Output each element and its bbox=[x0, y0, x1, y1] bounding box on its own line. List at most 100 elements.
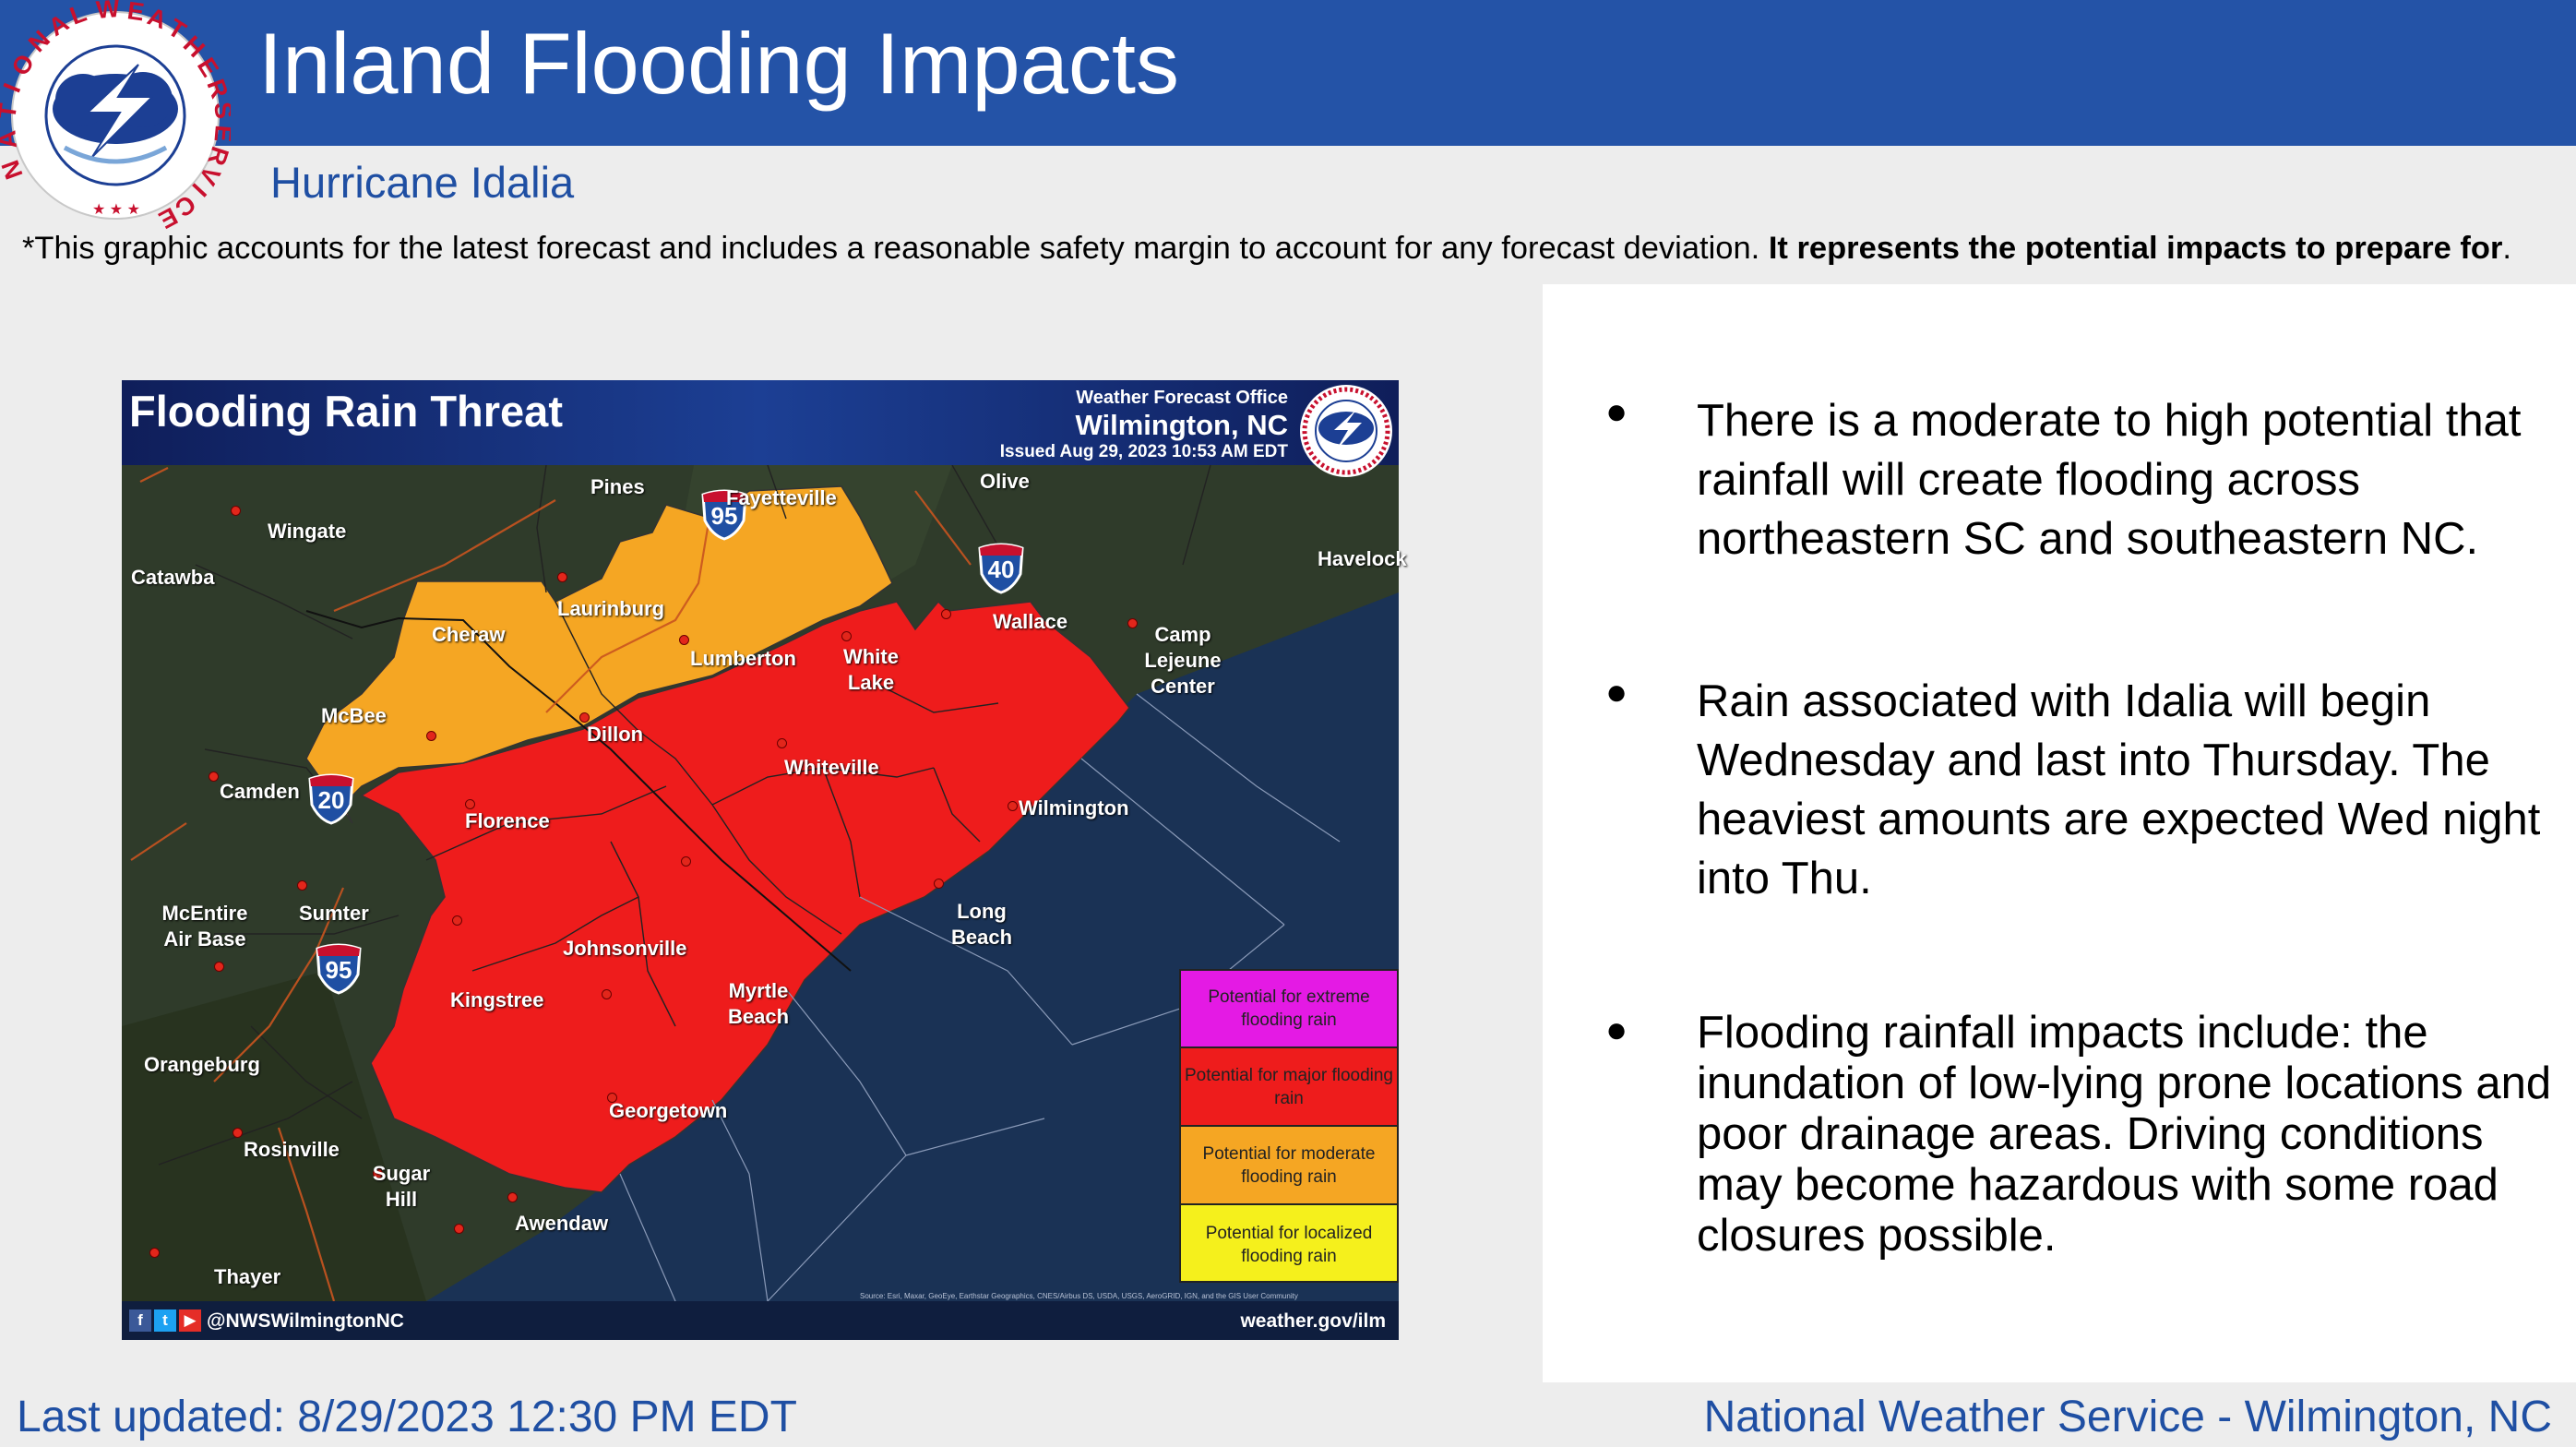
city-cheraw: Cheraw bbox=[432, 623, 506, 646]
city-whiteville: Whiteville bbox=[784, 756, 879, 779]
bullet-1: There is a moderate to high potential th… bbox=[1697, 396, 2522, 564]
city-catawba: Catawba bbox=[131, 566, 215, 589]
city-dot bbox=[452, 915, 462, 926]
city-long-beach: Long Beach bbox=[950, 900, 1013, 949]
disclaimer-text: *This graphic accounts for the latest fo… bbox=[22, 231, 1769, 266]
major-zone bbox=[360, 600, 1130, 1193]
nws-logo: N A T I O N A L W E A T H E R S E R V I … bbox=[0, 0, 231, 231]
svg-text:S: S bbox=[209, 101, 231, 121]
city-wallace: Wallace bbox=[993, 610, 1068, 633]
city-sugar-hill: Sugar Hill bbox=[372, 1162, 431, 1211]
legend-swatch-localized bbox=[1179, 1204, 1399, 1283]
city-orangeburg: Orangeburg bbox=[144, 1053, 260, 1076]
city-dot bbox=[297, 880, 307, 891]
bullet-marker: ● bbox=[1605, 1010, 1628, 1050]
bullet-marker: ● bbox=[1605, 672, 1628, 712]
map-title: Flooding Rain Threat bbox=[129, 387, 563, 436]
city-dot bbox=[231, 506, 241, 516]
office-label: Weather Forecast Office bbox=[1076, 388, 1288, 408]
social-handle[interactable]: @NWSWilmingtonNC bbox=[207, 1310, 404, 1332]
city-wingate: Wingate bbox=[268, 520, 347, 543]
city-lumberton: Lumberton bbox=[690, 647, 796, 670]
facebook-icon[interactable]: f bbox=[129, 1309, 151, 1332]
page-title: Inland Flooding Impacts bbox=[258, 15, 1180, 112]
website-link[interactable]: weather.gov/ilm bbox=[1240, 1310, 1386, 1332]
legend-localized: Potential for localized flooding rain bbox=[1205, 1224, 1373, 1266]
interstate-number: 95 bbox=[325, 956, 352, 984]
interstate-95-shield: 95 bbox=[699, 487, 749, 541]
city-wilmington: Wilmington bbox=[1019, 796, 1129, 819]
city-dot bbox=[465, 799, 475, 809]
city-rosinville: Rosinville bbox=[244, 1138, 340, 1161]
city-kingstree: Kingstree bbox=[450, 988, 544, 1011]
legend-swatch-major bbox=[1179, 1047, 1399, 1126]
last-updated: Last updated: 8/29/2023 12:30 PM EDT bbox=[17, 1393, 797, 1441]
interstate-number: 20 bbox=[317, 786, 345, 814]
city-laurinburg: Laurinburg bbox=[557, 597, 665, 620]
city-dot bbox=[233, 1128, 243, 1138]
map-legend: Potential for extreme flooding rain Pote… bbox=[1179, 969, 1399, 1283]
office-footer: National Weather Service - Wilmington, N… bbox=[1703, 1393, 2552, 1441]
city-dot bbox=[507, 1192, 518, 1202]
disclaimer-end: . bbox=[2502, 231, 2511, 266]
svg-text:★ ★ ★: ★ ★ ★ bbox=[92, 202, 140, 218]
city-florence: Florence bbox=[465, 809, 550, 832]
svg-text:T: T bbox=[0, 102, 22, 121]
info-panel bbox=[1543, 284, 2576, 1382]
city-dot bbox=[1127, 618, 1138, 628]
disclaimer: *This graphic accounts for the latest fo… bbox=[22, 231, 2511, 267]
city-white-lake: White Lake bbox=[843, 645, 899, 694]
bullet-marker: ● bbox=[1605, 391, 1628, 432]
youtube-icon[interactable]: ▶ bbox=[179, 1309, 201, 1332]
twitter-icon[interactable]: t bbox=[154, 1309, 176, 1332]
city-fayetteville: Fayetteville bbox=[726, 486, 837, 509]
city-dot bbox=[602, 989, 612, 999]
city-myrtle-beach: Myrtle Beach bbox=[727, 979, 790, 1028]
map-title-bar bbox=[122, 380, 1399, 465]
city-dot bbox=[841, 631, 852, 641]
city-camden: Camden bbox=[220, 780, 300, 803]
county-lines bbox=[158, 464, 1211, 1166]
city-dot bbox=[454, 1224, 464, 1234]
city-dot bbox=[426, 731, 436, 741]
svg-text:E: E bbox=[125, 0, 146, 26]
city-dot bbox=[1008, 801, 1018, 811]
city-mcbee: McBee bbox=[321, 704, 387, 727]
map-footer: f t ▶ @NWSWilmingtonNC weather.gov/ilm bbox=[122, 1301, 1399, 1340]
disclaimer-bold: It represents the potential impacts to p… bbox=[1768, 231, 2503, 266]
legend-swatch-extreme bbox=[1179, 969, 1399, 1047]
city-camp-lejeune: Camp Lejeune Center bbox=[1144, 623, 1222, 698]
city-mcentire: McEntire Air Base bbox=[161, 902, 248, 951]
svg-text:W: W bbox=[95, 0, 122, 24]
interstate-number: 95 bbox=[710, 502, 738, 530]
legend-major: Potential for major flooding rain bbox=[1181, 1049, 1397, 1127]
city-dot bbox=[777, 738, 787, 748]
bullet-3: Flooding rainfall impacts include: the i… bbox=[1697, 1008, 2552, 1261]
svg-text:E: E bbox=[209, 124, 231, 143]
roads bbox=[130, 467, 972, 1302]
city-dot bbox=[209, 771, 219, 782]
office-name: Wilmington, NC bbox=[1075, 409, 1288, 441]
city-dot bbox=[679, 635, 689, 645]
city-dot bbox=[373, 1168, 383, 1178]
flood-threat-map: Flooding Rain Threat Weather Forecast Of… bbox=[122, 380, 1407, 1340]
city-havelock: Havelock bbox=[1318, 547, 1407, 570]
city-dot bbox=[607, 1093, 617, 1103]
city-thayer: Thayer bbox=[214, 1265, 281, 1288]
interstate-95-south-shield: 95 bbox=[314, 941, 364, 995]
city-dot bbox=[934, 879, 944, 889]
city-dot bbox=[681, 856, 691, 867]
map-source: Source: Esri, Maxar, GeoEye, Earthstar G… bbox=[860, 1292, 1298, 1300]
subtitle: Hurricane Idalia bbox=[270, 158, 575, 207]
city-sumter: Sumter bbox=[299, 902, 369, 925]
land-texture-2 bbox=[122, 971, 426, 1301]
city-dillon: Dillon bbox=[587, 723, 644, 746]
legend-swatch-moderate bbox=[1179, 1126, 1399, 1204]
city-dot bbox=[557, 572, 567, 582]
legend-extreme: Potential for extreme flooding rain bbox=[1181, 971, 1397, 1048]
moderate-zone bbox=[305, 485, 893, 824]
interstate-40-shield: 40 bbox=[976, 541, 1026, 594]
city-dot bbox=[214, 962, 224, 972]
issued-time: Issued Aug 29, 2023 10:53 AM EDT bbox=[999, 442, 1288, 461]
interstate-20-shield: 20 bbox=[306, 771, 356, 825]
